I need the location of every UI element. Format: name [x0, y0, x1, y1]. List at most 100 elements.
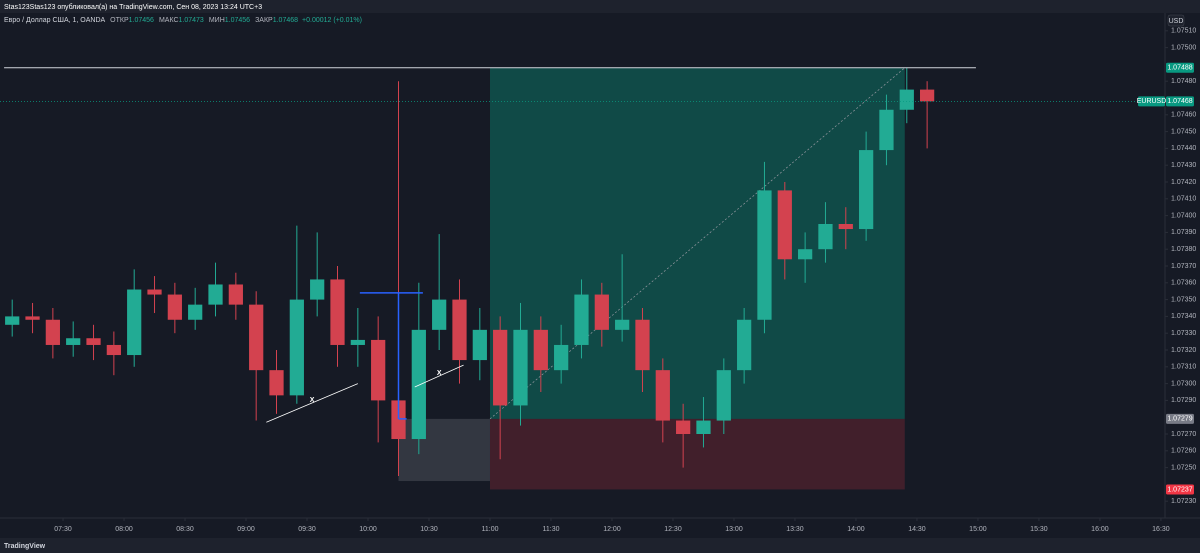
y-tick-label: 1.07290	[1171, 397, 1196, 404]
candle-body	[25, 316, 40, 320]
candle-body	[696, 420, 711, 434]
currency: USD	[1169, 18, 1184, 25]
y-tick-label: 1.07500	[1171, 44, 1196, 51]
y-tick-label: 1.07350	[1171, 296, 1196, 303]
footer-logo: TradingView	[4, 543, 46, 550]
symbol-badge	[1138, 96, 1165, 107]
y-tick-label: 1.07420	[1171, 179, 1196, 186]
candle-body	[920, 89, 935, 102]
legend-text: Евро / Доллар США, 1, OANDA ОТКР1.07456 МА…	[4, 17, 362, 24]
price-badge-label: 1.07279	[1167, 416, 1192, 423]
price-badge-label: 1.07237	[1167, 486, 1192, 493]
y-tick-label: 1.07380	[1171, 246, 1196, 253]
candle-body	[716, 370, 731, 421]
candle-body	[106, 344, 121, 356]
candle-body	[899, 89, 914, 110]
candle-body	[391, 400, 406, 440]
ohlc-name: ЗАКР	[255, 17, 273, 24]
y-tick-label: 1.07510	[1171, 28, 1196, 35]
x-tick-label: 14:00	[847, 526, 865, 533]
candle-body	[676, 420, 691, 434]
candle-body	[86, 338, 101, 345]
candle-body	[635, 319, 650, 371]
top-bar	[0, 0, 1200, 13]
candle-body	[798, 249, 813, 260]
annotation-line	[414, 364, 464, 388]
annotation-line	[266, 383, 358, 423]
x-tick-label: 15:00	[969, 526, 987, 533]
ohlc-name: МИН	[209, 17, 225, 24]
x-tick-label: 14:30	[908, 526, 926, 533]
y-tick-label: 1.07260	[1171, 448, 1196, 455]
candle-body	[452, 299, 467, 361]
candle-body	[432, 299, 447, 330]
y-tick-label: 1.07320	[1171, 347, 1196, 354]
price-badge	[1166, 62, 1194, 73]
candle-body	[330, 279, 345, 345]
ohlc-value: 1.07473	[179, 17, 204, 24]
y-tick-label: 1.07300	[1171, 380, 1196, 387]
symbol-title: Евро / Доллар США, 1, OANDA	[4, 17, 106, 24]
x-tick-label: 11:30	[542, 526, 559, 533]
position-diagonal	[489, 67, 905, 420]
candle-body	[757, 190, 772, 320]
publisher-line: Stas123Stas123 опубликовал(а) на Trading…	[4, 3, 262, 11]
price-badge	[1166, 96, 1194, 107]
y-tick-label: 1.07480	[1171, 78, 1196, 85]
candle-body	[879, 109, 894, 151]
price-badge	[1166, 413, 1194, 424]
candle-body	[493, 329, 508, 406]
price-badge	[1166, 484, 1194, 495]
candle-body	[147, 289, 162, 295]
candle-body	[655, 370, 670, 421]
ohlc-value: 1.07468	[273, 17, 298, 24]
y-tick-label: 1.07450	[1171, 128, 1196, 135]
candle-body	[249, 304, 264, 371]
y-tick-label: 1.07250	[1171, 464, 1196, 471]
y-tick-label: 1.07460	[1171, 112, 1196, 119]
candle-body	[513, 329, 528, 406]
candle-body	[533, 329, 548, 371]
candle-body	[269, 370, 284, 396]
change: +0.00012 (+0.01%)	[302, 17, 362, 24]
candle-body	[472, 329, 487, 361]
x-tick-label: 15:30	[1030, 526, 1048, 533]
x-tick-label: 07:30	[54, 526, 72, 533]
y-tick-label: 1.07340	[1171, 313, 1196, 320]
candle-body	[188, 304, 203, 320]
y-tick-label: 1.07430	[1171, 162, 1196, 169]
candle-body	[859, 150, 874, 230]
candle-body	[289, 299, 304, 396]
y-tick-label: 1.07360	[1171, 280, 1196, 287]
legend: Евро / Доллар США, 1, OANDA ОТКР1.07456 МА…	[4, 17, 362, 24]
y-tick-label: 1.07230	[1171, 498, 1196, 505]
ohlc-name: МАКС	[159, 17, 179, 24]
x-tick-label: 08:00	[115, 526, 133, 533]
candle-body	[310, 279, 325, 300]
candle-body	[45, 319, 60, 345]
x-tick-label: 16:00	[1091, 526, 1109, 533]
candle-body	[228, 284, 243, 305]
candle-body	[66, 338, 81, 345]
y-tick-label: 1.07440	[1171, 145, 1196, 152]
x-tick-label: 10:30	[420, 526, 438, 533]
candle-body	[574, 294, 589, 345]
x-tick-label: 09:30	[298, 526, 316, 533]
x-tick-label: 13:30	[786, 526, 804, 533]
y-tick-label: 1.07330	[1171, 330, 1196, 337]
price-badge-label: 1.07468	[1167, 98, 1192, 105]
candle-body	[350, 339, 365, 345]
candle-body	[777, 190, 792, 260]
y-tick-label: 1.07410	[1171, 196, 1196, 203]
annotation-label: X	[437, 370, 442, 377]
candle-body	[127, 289, 142, 356]
candle-body	[167, 294, 182, 320]
currency-box	[1167, 14, 1185, 27]
symbol-badge-label: EURUSD	[1137, 98, 1167, 105]
y-tick-label: 1.07390	[1171, 229, 1196, 236]
candle-body	[615, 319, 630, 330]
y-tick-label: 1.07310	[1171, 364, 1196, 371]
x-tick-label: 10:00	[359, 526, 377, 533]
